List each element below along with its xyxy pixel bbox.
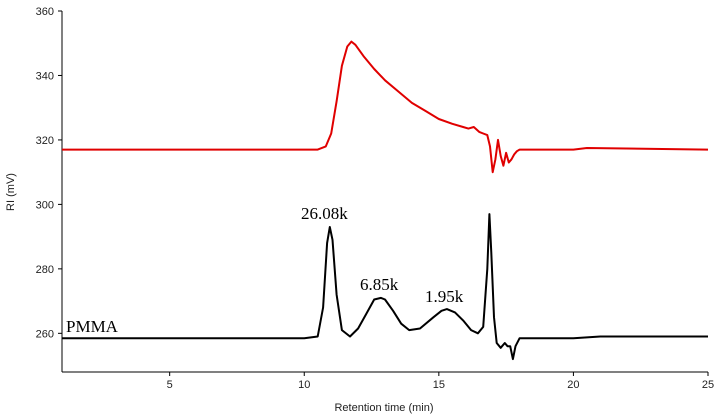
peak-label-1: 26.08k xyxy=(301,204,348,223)
y-tick-label: 280 xyxy=(36,264,54,276)
x-tick-label: 10 xyxy=(298,379,310,391)
x-tick-label: 15 xyxy=(433,379,445,391)
x-axis-title: Retention time (min) xyxy=(334,402,433,414)
series-line-red xyxy=(62,40,709,174)
series-layer xyxy=(62,40,709,361)
y-tick-label: 340 xyxy=(36,70,54,82)
x-tick-label: 20 xyxy=(567,379,579,391)
y-tick-label: 320 xyxy=(36,135,54,147)
y-axis-title: RI (mV) xyxy=(5,173,17,211)
y-tick-label: 360 xyxy=(36,6,54,18)
y-tick-label: 300 xyxy=(36,199,54,211)
peak-label-2: 6.85k xyxy=(360,275,399,294)
y-tick-labels: 260 280 300 320 340 360 xyxy=(36,6,54,340)
axes xyxy=(58,10,709,376)
series-label-pmma: PMMA xyxy=(66,317,119,336)
x-tick-labels: 5 10 15 20 25 xyxy=(167,379,715,391)
peak-label-3: 1.95k xyxy=(425,287,464,306)
x-tick-label: 5 xyxy=(167,379,173,391)
series-line-pmma xyxy=(62,213,708,361)
x-tick-label: 25 xyxy=(702,379,714,391)
y-tick-label: 260 xyxy=(36,328,54,340)
